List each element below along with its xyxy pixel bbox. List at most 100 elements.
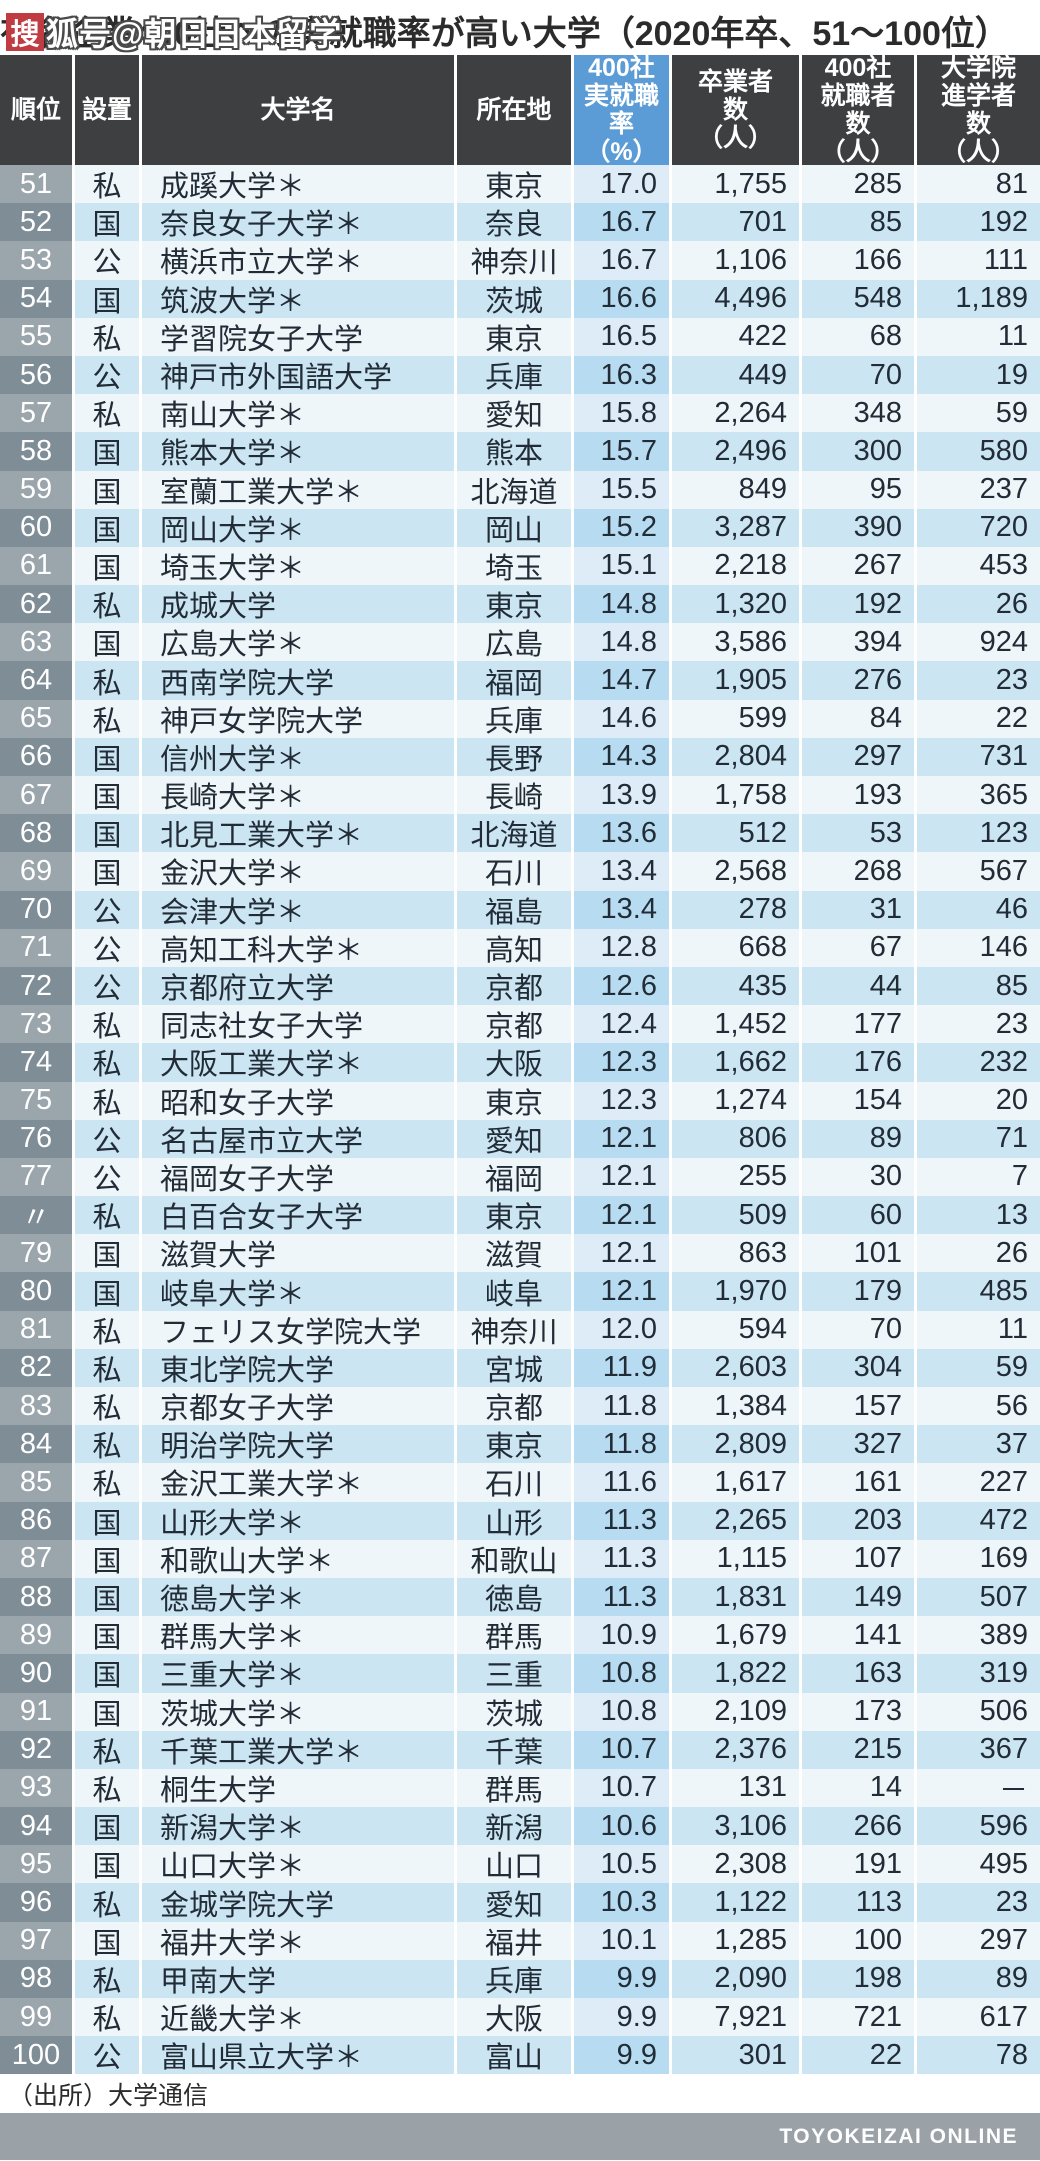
- employment-rate-cell: 11.6: [574, 1463, 669, 1502]
- establishment-cell: 私: [75, 1463, 139, 1502]
- establishment-cell: 国: [75, 1577, 139, 1617]
- employed-400-cell: 68: [802, 317, 914, 356]
- university-name-cell: 京都女子大学: [142, 1387, 454, 1426]
- prefecture-cell: 山形: [457, 1501, 571, 1540]
- table-row: 77 公福岡女子大学 福岡 12.1 255 30 7: [0, 1157, 1040, 1197]
- employed-400-cell: 166: [802, 241, 914, 280]
- gradschool-cell: 22: [917, 699, 1040, 738]
- table-row: 80 国岐阜大学＊ 岐阜 12.1 1,970 179 485: [0, 1272, 1040, 1311]
- graduates-cell: 1,970: [672, 1272, 799, 1311]
- employment-rate-cell: 10.9: [574, 1616, 669, 1655]
- rank-cell: 62: [0, 585, 72, 624]
- employment-rate-cell: 11.8: [574, 1387, 669, 1426]
- university-name-cell: 福井大学＊: [142, 1921, 454, 1960]
- gradschool-cell: 720: [917, 508, 1040, 547]
- graduates-cell: 422: [672, 317, 799, 356]
- gradschool-cell: 365: [917, 776, 1040, 815]
- rank-cell: 73: [0, 1005, 72, 1044]
- rank-cell: 65: [0, 699, 72, 738]
- university-name-cell: 金城学院大学: [142, 1883, 454, 1922]
- table-row: 60 国岡山大学＊ 岡山 15.2 3,287 390 720: [0, 508, 1040, 547]
- gradschool-cell: 731: [917, 737, 1040, 776]
- gradschool-cell: 453: [917, 546, 1040, 586]
- header-establishment: 設置: [75, 55, 139, 165]
- establishment-cell: 私: [75, 1043, 139, 1082]
- prefecture-cell: 石川: [457, 852, 571, 891]
- gradschool-cell: 23: [917, 1883, 1040, 1922]
- establishment-cell: 公: [75, 1119, 139, 1158]
- establishment-cell: 国: [75, 814, 139, 853]
- gradschool-cell: 26: [917, 585, 1040, 624]
- establishment-cell: 私: [75, 165, 139, 204]
- rank-cell: 91: [0, 1692, 72, 1731]
- employment-rate-cell: 11.3: [574, 1539, 669, 1578]
- table-row: 96 私金城学院大学 愛知 10.3 1,122 113 23: [0, 1883, 1040, 1922]
- establishment-cell: 公: [75, 2036, 139, 2075]
- gradschool-cell: 297: [917, 1921, 1040, 1960]
- employed-400-cell: 390: [802, 508, 914, 547]
- employed-400-cell: 327: [802, 1425, 914, 1464]
- rank-cell: 94: [0, 1807, 72, 1846]
- table-row: 94 国新潟大学＊ 新潟 10.6 3,106 266 596: [0, 1807, 1040, 1846]
- university-name-cell: フェリス女学院大学: [142, 1310, 454, 1349]
- graduates-cell: 1,285: [672, 1921, 799, 1960]
- graduates-cell: 3,586: [672, 623, 799, 662]
- employed-400-cell: 14: [802, 1768, 914, 1808]
- source-note: （出所）大学通信: [8, 2081, 209, 2110]
- establishment-cell: 国: [75, 1654, 139, 1693]
- prefecture-cell: 兵庫: [457, 355, 571, 395]
- table-row: 58 国熊本大学＊ 熊本 15.7 2,496 300 580: [0, 432, 1040, 471]
- rank-cell: 81: [0, 1310, 72, 1349]
- gradschool-cell: 596: [917, 1807, 1040, 1846]
- employment-rate-cell: 10.8: [574, 1692, 669, 1731]
- table-row: 69 国金沢大学＊ 石川 13.4 2,568 268 567: [0, 852, 1040, 891]
- employment-rate-cell: 9.9: [574, 1959, 669, 1998]
- employed-400-cell: 191: [802, 1845, 914, 1884]
- university-name-cell: 学習院女子大学: [142, 317, 454, 356]
- prefecture-cell: 滋賀: [457, 1234, 571, 1273]
- gradschool-cell: 567: [917, 852, 1040, 891]
- rank-cell: 60: [0, 508, 72, 547]
- prefecture-cell: 長崎: [457, 776, 571, 815]
- university-name-cell: 金沢大学＊: [142, 852, 454, 891]
- establishment-cell: 私: [75, 317, 139, 356]
- establishment-cell: 私: [75, 1310, 139, 1349]
- table-row: 82 私東北学院大学 宮城 11.9 2,603 304 59: [0, 1348, 1040, 1387]
- employed-400-cell: 100: [802, 1921, 914, 1960]
- establishment-cell: 私: [75, 1425, 139, 1464]
- rank-cell: 95: [0, 1845, 72, 1884]
- establishment-cell: 公: [75, 966, 139, 1006]
- prefecture-cell: 群馬: [457, 1616, 571, 1655]
- prefecture-cell: 新潟: [457, 1807, 571, 1846]
- graduates-cell: 2,308: [672, 1845, 799, 1884]
- employed-400-cell: 95: [802, 470, 914, 509]
- table-row: 89 国群馬大学＊ 群馬 10.9 1,679 141 389: [0, 1616, 1040, 1655]
- header-university-name: 大学名: [142, 55, 454, 165]
- prefecture-cell: 愛知: [457, 394, 571, 433]
- prefecture-cell: 大阪: [457, 1998, 571, 2037]
- graduates-cell: 599: [672, 699, 799, 738]
- university-name-cell: 富山県立大学＊: [142, 2036, 454, 2075]
- table-row: 90 国三重大学＊ 三重 10.8 1,822 163 319: [0, 1654, 1040, 1693]
- rank-cell: 74: [0, 1043, 72, 1082]
- employed-400-cell: 107: [802, 1539, 914, 1578]
- university-name-cell: 山口大学＊: [142, 1845, 454, 1884]
- graduates-cell: 2,496: [672, 432, 799, 471]
- graduates-cell: 806: [672, 1119, 799, 1158]
- gradschool-cell: 111: [917, 241, 1040, 280]
- rank-cell: 51: [0, 165, 72, 204]
- rank-cell: 79: [0, 1234, 72, 1273]
- rank-cell: 61: [0, 546, 72, 586]
- university-name-cell: 茨城大学＊: [142, 1692, 454, 1731]
- university-name-cell: 千葉工業大学＊: [142, 1730, 454, 1769]
- rank-cell: 76: [0, 1119, 72, 1158]
- graduates-cell: 3,287: [672, 508, 799, 547]
- employment-rate-cell: 9.9: [574, 2036, 669, 2075]
- employment-rate-cell: 14.8: [574, 585, 669, 624]
- prefecture-cell: 茨城: [457, 1692, 571, 1731]
- employment-rate-cell: 12.3: [574, 1081, 669, 1120]
- graduates-cell: 1,831: [672, 1577, 799, 1617]
- gradschool-cell: 71: [917, 1119, 1040, 1158]
- prefecture-cell: 和歌山: [457, 1539, 571, 1578]
- establishment-cell: 国: [75, 432, 139, 471]
